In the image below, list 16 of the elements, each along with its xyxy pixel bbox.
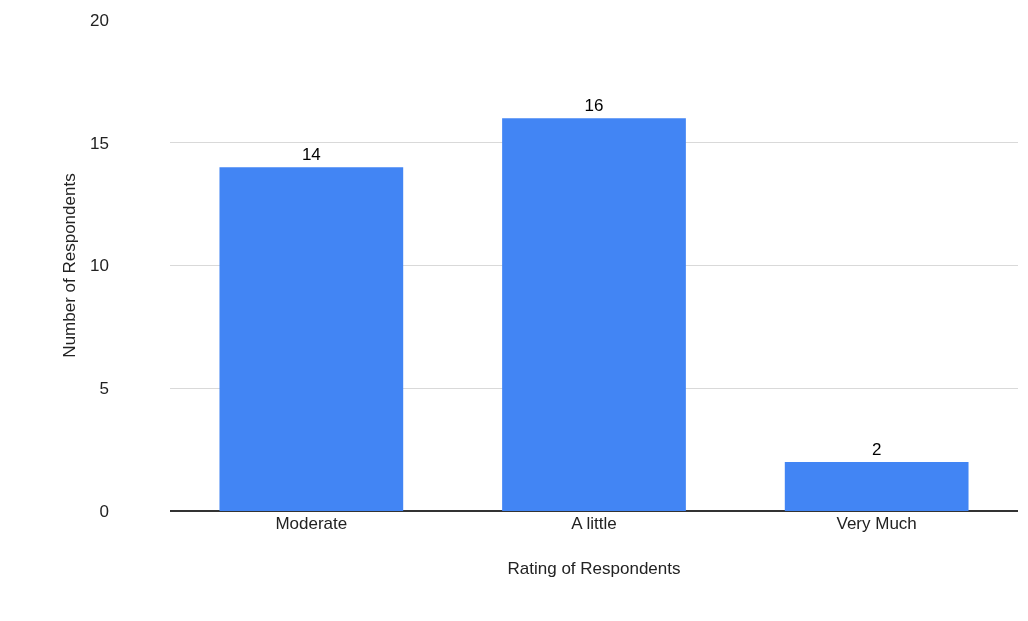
y-tick-label: 20 — [90, 10, 109, 30]
x-tick-label: Moderate — [275, 514, 348, 533]
x-tick-label: Very Much — [836, 514, 917, 533]
y-tick-label: 5 — [99, 379, 109, 399]
y-tick-label: 15 — [90, 133, 109, 153]
data-label: 2 — [871, 439, 882, 459]
y-tick-label: 0 — [99, 501, 109, 521]
data-label: 16 — [584, 96, 604, 116]
y-tick-label: 10 — [90, 256, 109, 276]
bar — [784, 461, 969, 511]
y-axis-title: Number of Respondents — [59, 173, 79, 358]
x-tick-label: A little — [571, 514, 617, 533]
x-axis-title: Rating of Respondents — [507, 559, 681, 579]
data-label: 14 — [301, 145, 321, 165]
bar — [502, 118, 686, 511]
bar — [219, 167, 404, 511]
